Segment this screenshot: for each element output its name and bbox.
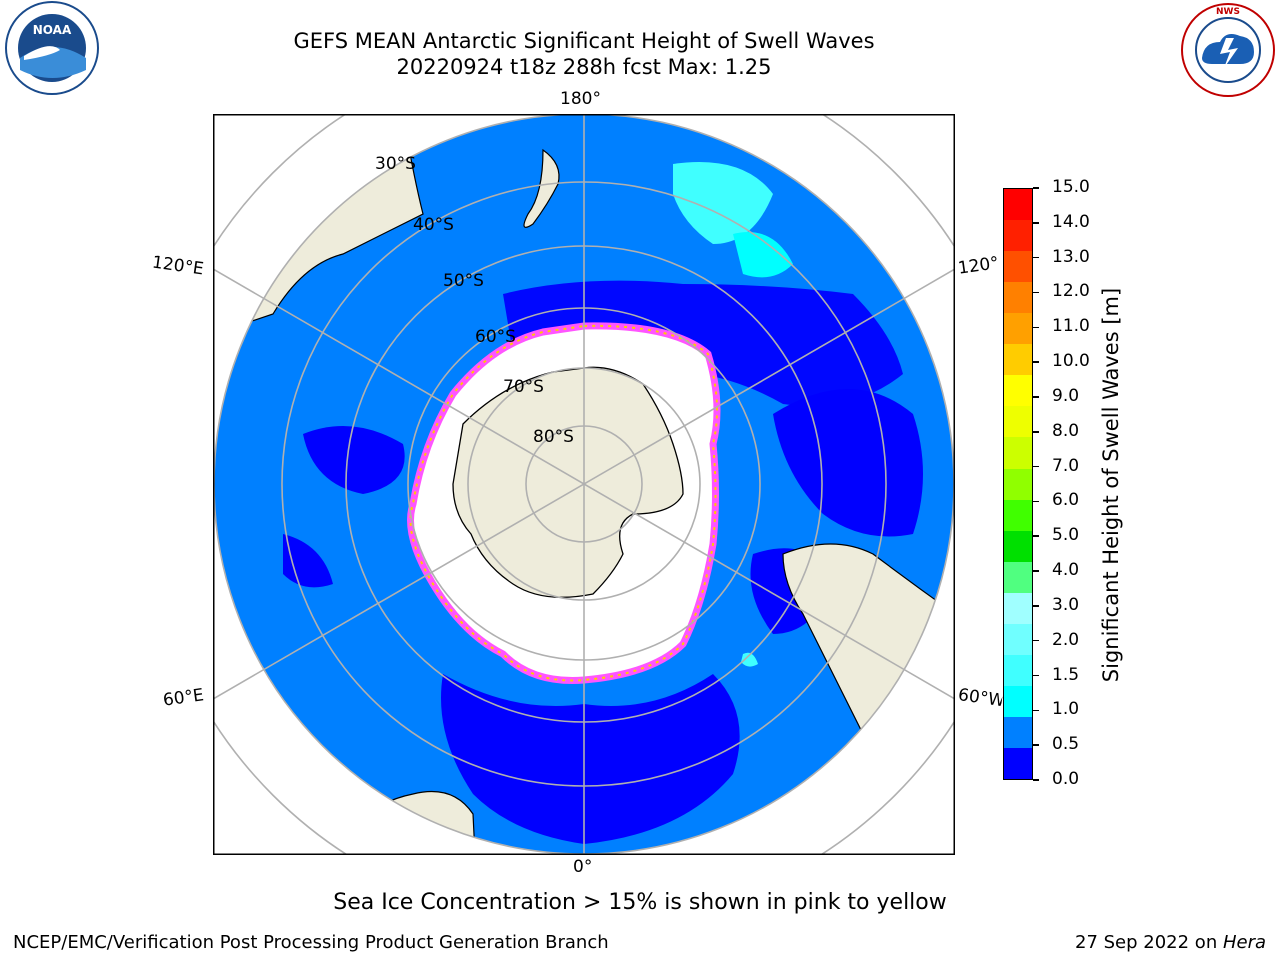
colorbar-tick-mark [1033, 535, 1039, 537]
colorbar-segment [1004, 344, 1032, 376]
lat-label-30s: 30°S [375, 154, 416, 174]
colorbar-segment [1004, 220, 1032, 252]
colorbar-tick-label: 12.0 [1052, 281, 1090, 302]
colorbar-tick-mark [1033, 674, 1039, 677]
colorbar-tick-label: 7.0 [1052, 455, 1080, 476]
colorbar-tick-mark [1033, 639, 1039, 642]
colorbar-tick-label: 13.0 [1052, 246, 1090, 267]
colorbar-tick-label: 8.0 [1052, 420, 1080, 441]
sea-ice-note: Sea Ice Concentration > 15% is shown in … [333, 890, 947, 915]
colorbar-segment [1004, 189, 1032, 221]
colorbar-tick-mark [1033, 256, 1039, 259]
svg-text:NWS: NWS [1216, 7, 1240, 17]
colorbar-label: Significant Height of Swell Waves [m] [1099, 287, 1123, 683]
colorbar-segment [1004, 530, 1032, 562]
colorbar-tick-label: 4.0 [1052, 560, 1080, 581]
colorbar-segment [1004, 716, 1032, 748]
nws-logo: NWS [1181, 3, 1275, 97]
lat-label-50s: 50°S [443, 271, 484, 291]
colorbar-segment [1004, 654, 1032, 686]
colorbar-segment [1004, 468, 1032, 500]
lat-label-80s: 80°S [533, 427, 574, 447]
colorbar-segment [1004, 623, 1032, 655]
lat-label-60s: 60°S [475, 327, 516, 347]
colorbar-tick-mark [1033, 361, 1039, 363]
colorbar-tick-mark [1033, 431, 1039, 433]
lat-label-70s: 70°S [503, 377, 544, 397]
noaa-logo: NOAA [5, 1, 99, 95]
colorbar-tick-label: 10.0 [1052, 351, 1090, 372]
colorbar-tick-mark [1033, 291, 1039, 294]
footer-right: 27 Sep 2022 on Hera [1075, 932, 1266, 953]
colorbar-tick-label: 3.0 [1052, 594, 1080, 615]
lon-label-60w: 60°W [956, 685, 1004, 711]
lon-label-120w: 120°W [956, 253, 1000, 279]
footer-host: Hera [1222, 932, 1266, 953]
colorbar-tick-label: 15.0 [1052, 177, 1090, 197]
colorbar-segment [1004, 685, 1032, 717]
antarctica-landmass [452, 366, 684, 598]
colorbar-segment [1004, 592, 1032, 624]
colorbar-tick-mark [1033, 396, 1039, 398]
footer-date: 27 Sep 2022 on [1075, 932, 1223, 953]
colorbar-segment [1004, 437, 1032, 469]
colorbar-tick-mark [1033, 744, 1039, 746]
colorbar-segment [1004, 406, 1032, 438]
lat-label-40s: 40°S [413, 215, 454, 235]
lon-label-bottom: 0° [573, 857, 593, 877]
colorbar-tick-label: 5.0 [1052, 525, 1080, 546]
lon-label-top: 180° [560, 89, 601, 109]
colorbar-segment [1004, 375, 1032, 407]
svg-text:NOAA: NOAA [33, 23, 72, 37]
colorbar-tick-label: 0.5 [1052, 734, 1080, 755]
page-subtitle: 20220924 t18z 288h fcst Max: 1.25 [396, 55, 772, 79]
colorbar-tick-label: 1.5 [1052, 664, 1080, 685]
colorbar-tick-mark [1033, 222, 1039, 224]
colorbar-tick-mark [1033, 779, 1039, 781]
colorbar-segment [1004, 251, 1032, 283]
colorbar [1003, 188, 1033, 780]
colorbar-tick-mark [1033, 187, 1039, 189]
colorbar-segment [1004, 282, 1032, 314]
colorbar-tick-mark [1033, 500, 1039, 503]
colorbar-tick-mark [1033, 326, 1039, 329]
colorbar-tick-label: 1.0 [1052, 699, 1080, 720]
colorbar-tick-mark [1033, 709, 1039, 712]
colorbar-segment [1004, 561, 1032, 593]
footer-left: NCEP/EMC/Verification Post Processing Pr… [13, 932, 609, 953]
lon-label-120e: 120°E [150, 252, 205, 280]
new-zealand [523, 148, 560, 228]
colorbar-tick-label: 6.0 [1052, 490, 1080, 511]
colorbar-tick-label: 9.0 [1052, 385, 1080, 406]
colorbar-tick-label: 14.0 [1052, 211, 1090, 232]
colorbar-segment [1004, 499, 1032, 531]
colorbar-segment [1004, 313, 1032, 345]
colorbar-tick-label: 2.0 [1052, 629, 1080, 650]
colorbar-segment [1004, 747, 1032, 779]
polar-map: 30°S 40°S 50°S 60°S 70°S 80°S [213, 114, 955, 855]
colorbar-tick-label: 11.0 [1052, 316, 1090, 337]
colorbar-tick-mark [1033, 465, 1039, 468]
colorbar-tick-label: 0.0 [1052, 769, 1080, 789]
page-title: GEFS MEAN Antarctic Significant Height o… [293, 29, 875, 53]
colorbar-tick-mark [1033, 570, 1039, 572]
colorbar-ticks: 0.0 0.5 1.0 1.5 2.0 3.0 4.0 5.0 6.0 7.0 8.0 9.0 10.0… [1033, 177, 1093, 789]
lon-label-60e: 60°E [161, 685, 206, 711]
meridian-lines [213, 114, 955, 855]
colorbar-tick-mark [1033, 605, 1039, 607]
